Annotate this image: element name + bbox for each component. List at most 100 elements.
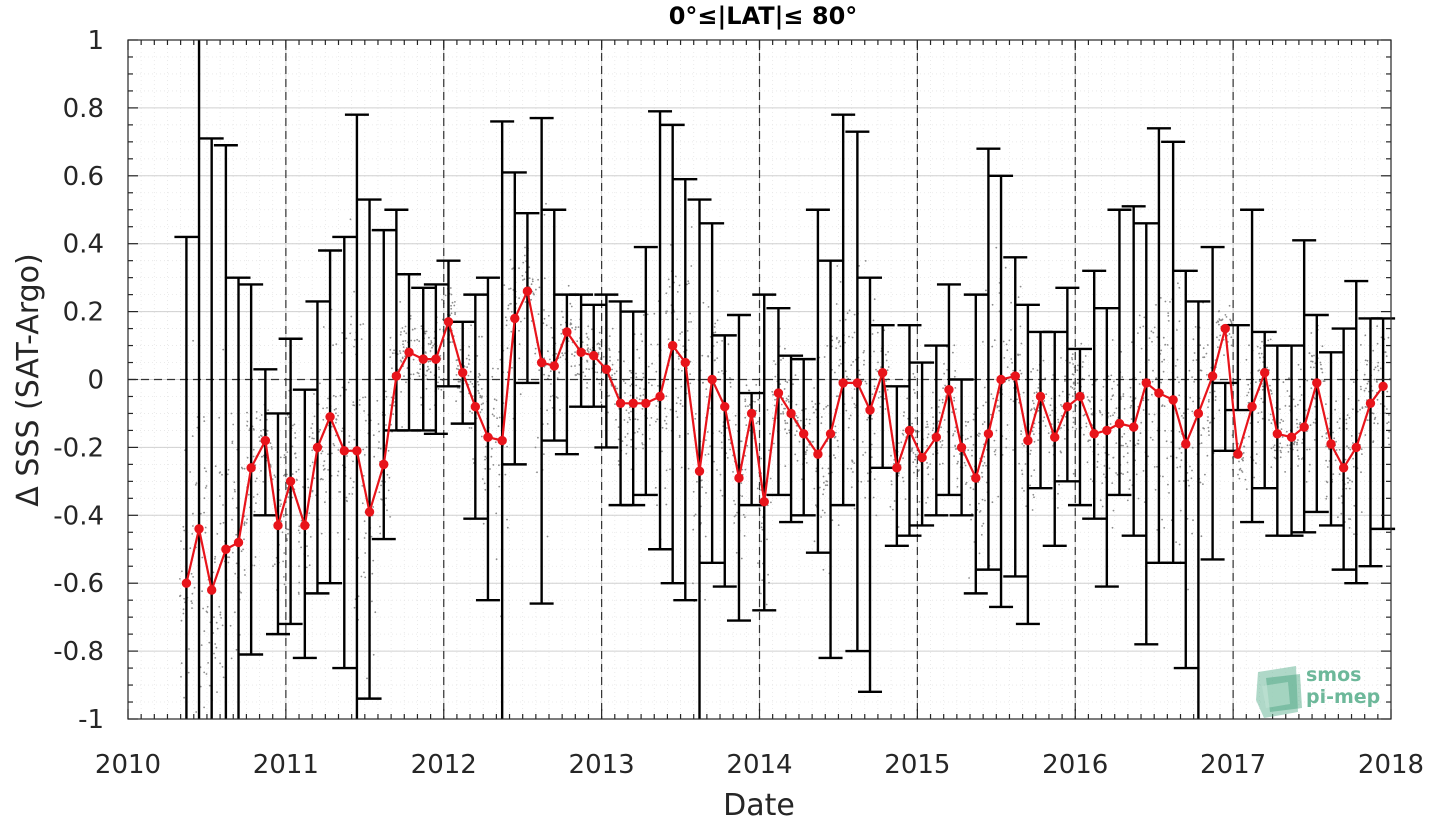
scatter-point bbox=[518, 357, 521, 360]
scatter-point bbox=[1162, 370, 1165, 373]
scatter-point bbox=[668, 286, 671, 288]
scatter-point bbox=[311, 437, 314, 440]
scatter-point bbox=[1288, 395, 1291, 398]
scatter-point bbox=[353, 606, 356, 609]
data-point bbox=[1089, 429, 1099, 439]
scatter-point bbox=[402, 343, 404, 346]
x-axis-title: Date bbox=[723, 788, 795, 818]
scatter-point bbox=[219, 522, 222, 525]
scatter-point bbox=[1352, 408, 1354, 411]
scatter-point bbox=[954, 430, 956, 433]
data-point bbox=[1168, 395, 1178, 405]
scatter-point bbox=[717, 371, 720, 373]
scatter-point bbox=[884, 408, 887, 410]
scatter-point bbox=[853, 313, 856, 316]
scatter-point bbox=[352, 481, 355, 483]
scatter-point bbox=[1102, 473, 1105, 476]
scatter-point bbox=[365, 446, 368, 449]
scatter-point bbox=[1364, 434, 1367, 436]
scatter-point bbox=[1139, 371, 1142, 374]
scatter-point bbox=[952, 434, 954, 437]
scatter-point bbox=[287, 528, 290, 531]
scatter-point bbox=[1068, 393, 1071, 396]
scatter-point bbox=[450, 304, 452, 307]
scatter-point bbox=[587, 338, 590, 340]
y-tick-label: 1 bbox=[87, 26, 104, 56]
scatter-point bbox=[1037, 409, 1040, 412]
scatter-point bbox=[550, 326, 553, 329]
scatter-point bbox=[630, 438, 633, 441]
scatter-point bbox=[348, 493, 351, 495]
scatter-point bbox=[970, 518, 972, 521]
scatter-point bbox=[1353, 533, 1355, 535]
scatter-point bbox=[325, 491, 327, 493]
scatter-point bbox=[761, 579, 764, 582]
scatter-point bbox=[1012, 449, 1014, 451]
scatter-point bbox=[366, 677, 368, 680]
scatter-point bbox=[1148, 337, 1151, 339]
scatter-point bbox=[676, 291, 679, 293]
scatter-point bbox=[967, 421, 970, 423]
scatter-point bbox=[992, 397, 995, 400]
scatter-point bbox=[873, 387, 876, 390]
scatter-point bbox=[524, 246, 526, 249]
scatter-point bbox=[1273, 444, 1276, 447]
scatter-point bbox=[585, 368, 588, 370]
scatter-point bbox=[1178, 286, 1181, 289]
scatter-point bbox=[1174, 365, 1177, 367]
y-tick-label: 0 bbox=[87, 366, 104, 396]
scatter-point bbox=[1044, 377, 1047, 380]
scatter-point bbox=[941, 401, 944, 404]
scatter-point bbox=[1164, 300, 1167, 303]
scatter-point bbox=[1199, 481, 1202, 484]
data-point bbox=[799, 429, 809, 439]
scatter-point bbox=[1085, 422, 1088, 425]
scatter-point bbox=[971, 454, 973, 457]
scatter-point bbox=[677, 368, 680, 371]
scatter-point bbox=[680, 466, 683, 469]
scatter-point bbox=[650, 417, 653, 419]
scatter-point bbox=[313, 393, 315, 395]
scatter-point bbox=[219, 662, 222, 665]
scatter-point bbox=[438, 376, 440, 379]
data-point bbox=[233, 537, 244, 548]
scatter-point bbox=[1188, 484, 1190, 487]
scatter-point bbox=[901, 476, 904, 479]
scatter-point bbox=[853, 462, 856, 464]
scatter-point bbox=[774, 375, 777, 378]
scatter-point bbox=[555, 352, 558, 355]
scatter-point bbox=[617, 438, 620, 441]
data-point bbox=[917, 452, 927, 463]
scatter-point bbox=[823, 511, 826, 514]
scatter-point bbox=[440, 388, 443, 391]
scatter-point bbox=[349, 332, 352, 335]
scatter-point bbox=[744, 516, 746, 519]
scatter-point bbox=[826, 404, 829, 407]
scatter-point bbox=[569, 302, 572, 305]
scatter-point bbox=[721, 370, 723, 372]
scatter-point bbox=[1178, 407, 1181, 410]
scatter-point bbox=[743, 535, 746, 537]
scatter-point bbox=[428, 336, 430, 339]
scatter-point bbox=[1310, 360, 1312, 363]
scatter-point bbox=[371, 600, 373, 603]
scatter-point bbox=[543, 453, 545, 455]
scatter-point bbox=[853, 331, 856, 334]
scatter-point bbox=[1176, 358, 1179, 361]
scatter-point bbox=[848, 417, 851, 420]
scatter-point bbox=[969, 486, 972, 489]
scatter-point bbox=[1120, 472, 1123, 475]
scatter-point bbox=[811, 400, 813, 403]
scatter-point bbox=[543, 373, 545, 376]
scatter-point bbox=[345, 388, 348, 391]
scatter-point bbox=[766, 538, 768, 541]
scatter-point bbox=[1012, 369, 1015, 372]
scatter-point bbox=[918, 500, 921, 503]
scatter-point bbox=[201, 556, 204, 559]
scatter-point bbox=[630, 468, 633, 471]
scatter-point bbox=[1255, 453, 1258, 455]
scatter-point bbox=[1129, 386, 1132, 389]
x-tick-label: 2013 bbox=[569, 750, 635, 780]
data-point bbox=[773, 388, 784, 398]
data-point bbox=[707, 374, 717, 385]
